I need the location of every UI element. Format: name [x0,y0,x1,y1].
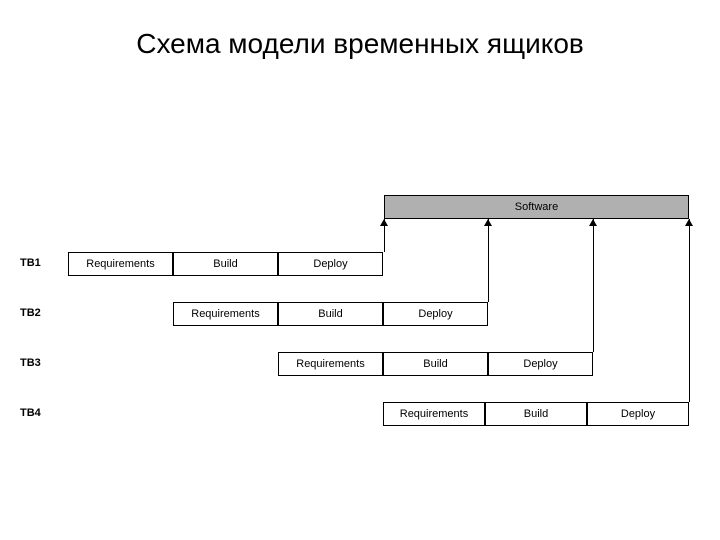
tb3-build-box: Build [383,352,488,376]
tb4-build-box: Build [485,402,587,426]
row-label-tb3: TB3 [20,357,41,369]
tb2-deploy-label: Deploy [418,308,452,320]
tb3-requirements-box: Requirements [278,352,383,376]
row-label-tb1: TB1 [20,257,41,269]
software-label: Software [515,201,558,213]
tb1-requirements-box: Requirements [68,252,173,276]
timebox-diagram: Software TB1 Requirements Build Deploy T… [0,0,720,540]
tb4-arrow-line [689,219,690,402]
tb4-requirements-label: Requirements [400,408,468,420]
tb2-build-label: Build [318,308,342,320]
tb1-build-box: Build [173,252,278,276]
tb2-arrow-head-icon [484,219,492,226]
tb3-arrow-head-icon [589,219,597,226]
tb4-deploy-label: Deploy [621,408,655,420]
row-label-tb2: TB2 [20,307,41,319]
tb3-build-label: Build [423,358,447,370]
tb4-build-label: Build [524,408,548,420]
tb2-requirements-box: Requirements [173,302,278,326]
tb1-requirements-label: Requirements [86,258,154,270]
tb1-build-label: Build [213,258,237,270]
tb3-deploy-label: Deploy [523,358,557,370]
tb2-build-box: Build [278,302,383,326]
tb2-arrow-line [488,219,489,302]
tb1-arrow-head-icon [380,219,388,226]
row-label-tb4: TB4 [20,407,41,419]
tb4-arrow-head-icon [685,219,693,226]
tb3-deploy-box: Deploy [488,352,593,376]
software-box: Software [384,195,689,219]
tb2-requirements-label: Requirements [191,308,259,320]
tb3-arrow-line [593,219,594,352]
tb4-deploy-box: Deploy [587,402,689,426]
tb3-requirements-label: Requirements [296,358,364,370]
tb1-deploy-box: Deploy [278,252,383,276]
tb4-requirements-box: Requirements [383,402,485,426]
tb2-deploy-box: Deploy [383,302,488,326]
tb1-deploy-label: Deploy [313,258,347,270]
